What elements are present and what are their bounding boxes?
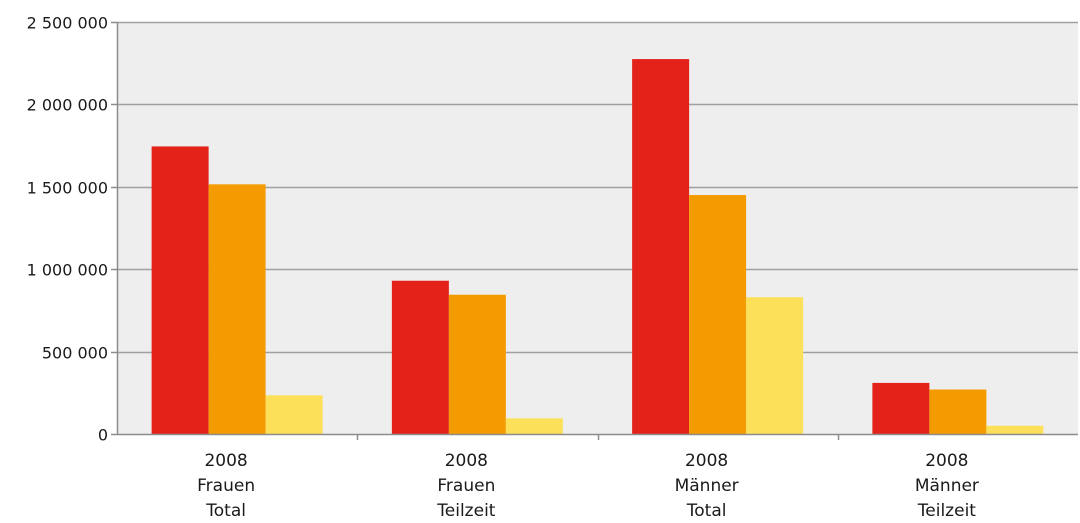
x-category-label: 2008 [685, 451, 728, 471]
bar [151, 146, 209, 434]
x-category-label: Total [205, 501, 246, 521]
bar [746, 297, 804, 434]
x-category-label: Männer [915, 476, 979, 496]
x-category-labels: 2008 Frauen Total 2008 Frauen Teilzeit 2008 Män… [197, 451, 979, 521]
y-tick-label: 0 [98, 426, 108, 445]
axes [111, 21, 1078, 440]
x-category-label: Männer [675, 476, 739, 496]
x-category-label: Teilzeit [917, 501, 977, 521]
plot-background [117, 22, 1078, 434]
bar [208, 184, 266, 434]
y-tick-label: 2 000 000 [27, 96, 108, 115]
x-category-label: Frauen [437, 476, 495, 496]
x-category-label: 2008 [925, 451, 968, 471]
bars [151, 59, 1044, 435]
x-category-label: Total [686, 501, 727, 521]
bar [929, 389, 987, 434]
bar [505, 418, 563, 434]
x-category-label: 2008 [204, 451, 247, 471]
gridlines [117, 21, 1078, 354]
bar [872, 382, 930, 434]
y-tick-label: 2 500 000 [27, 14, 108, 33]
bar [448, 294, 506, 434]
x-category-label: Frauen [197, 476, 255, 496]
bar [391, 280, 449, 434]
x-category-label: 2008 [445, 451, 488, 471]
y-tick-labels: 0 500 000 1 000 000 1 500 000 2 000 000 2 500… [27, 14, 108, 445]
y-tick-label: 1 500 000 [27, 179, 108, 198]
bar [265, 395, 323, 434]
y-tick-label: 1 000 000 [27, 261, 108, 280]
bar [689, 195, 747, 434]
bar [986, 425, 1044, 434]
bar [632, 59, 690, 435]
y-tick-label: 500 000 [42, 344, 108, 363]
x-category-label: Teilzeit [436, 501, 496, 521]
